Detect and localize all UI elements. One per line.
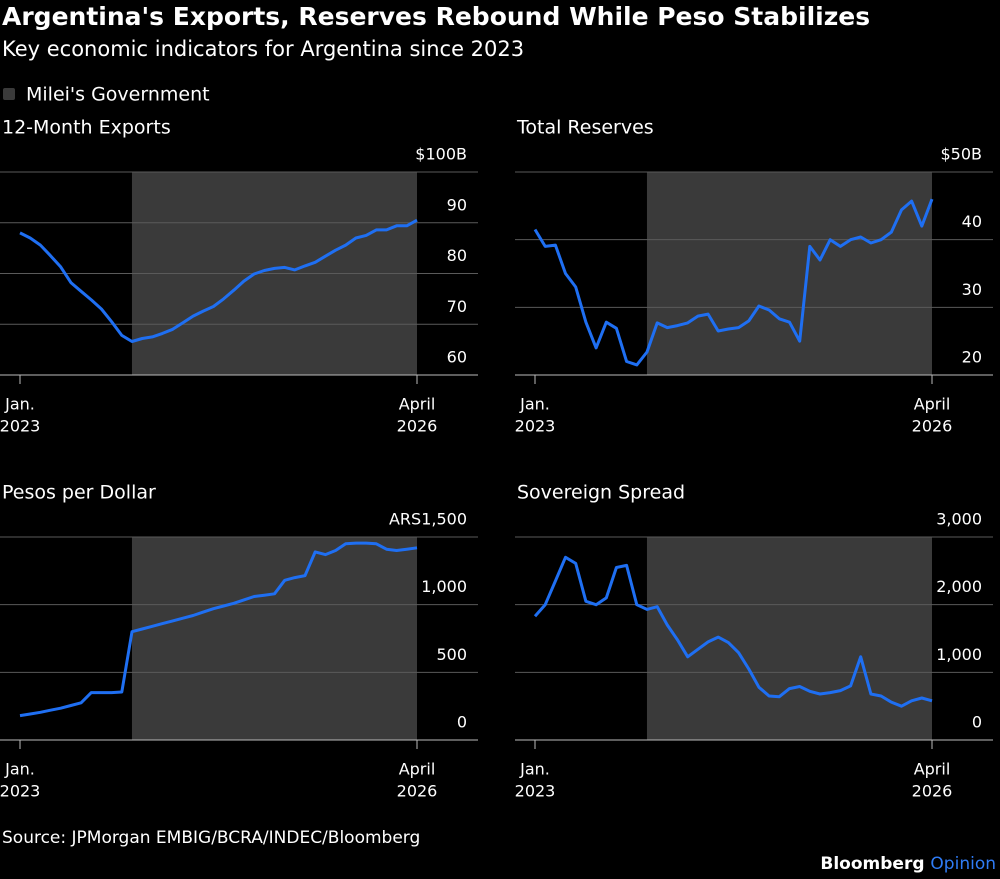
brand: Bloomberg Opinion (820, 854, 996, 874)
x-tick-label: April (399, 760, 436, 779)
legend-label: Milei's Government (26, 84, 210, 106)
y-tick-label: 60 (447, 348, 467, 367)
chart-title: Argentina's Exports, Reserves Rebound Wh… (2, 2, 870, 31)
y-tick-label: 0 (457, 713, 467, 732)
series-line (19, 218, 418, 343)
x-tick-label: Jan. (519, 760, 550, 779)
x-tick-label: April (399, 395, 436, 414)
government-shade (646, 172, 932, 375)
y-tick-label: 70 (447, 297, 467, 316)
x-tick-label: 2026 (397, 417, 438, 436)
government-shade (131, 537, 417, 740)
y-tick-label: 3,000 (936, 510, 982, 529)
y-tick-label: 20 (962, 348, 982, 367)
brand-opinion: Opinion (930, 854, 996, 874)
y-tick-label: 40 (962, 212, 982, 231)
panel-title: Pesos per Dollar (2, 482, 156, 504)
y-tick-label: 2,000 (936, 577, 982, 596)
x-tick-label: Jan. (4, 760, 35, 779)
series-line (533, 555, 933, 708)
y-tick-label: ARS1,500 (389, 510, 467, 529)
panel-title: Sovereign Spread (517, 482, 685, 504)
x-tick-label: April (914, 395, 951, 414)
chart-subtitle: Key economic indicators for Argentina si… (2, 37, 524, 61)
x-tick-label: 2026 (912, 782, 953, 801)
brand-name: Bloomberg (820, 854, 924, 874)
x-tick-label: 2026 (397, 782, 438, 801)
x-tick-label: April (914, 760, 951, 779)
x-tick-label: 2023 (515, 417, 556, 436)
y-tick-label: 0 (972, 713, 982, 732)
source: Source: JPMorgan EMBIG/BCRA/INDEC/Bloomb… (2, 828, 420, 848)
x-tick-label: Jan. (4, 395, 35, 414)
y-tick-label: 1,000 (421, 577, 467, 596)
y-tick-label: 30 (962, 280, 982, 299)
x-tick-label: 2023 (0, 782, 40, 801)
x-tick-label: 2023 (515, 782, 556, 801)
x-tick-label: Jan. (519, 395, 550, 414)
y-tick-label: 90 (447, 195, 467, 214)
y-tick-label: 80 (447, 246, 467, 265)
y-tick-label: $100B (415, 145, 467, 164)
legend-swatch (3, 88, 15, 100)
y-tick-label: $50B (940, 145, 982, 164)
x-tick-label: 2026 (912, 417, 953, 436)
series-line (533, 198, 934, 367)
panel-title: 12-Month Exports (2, 117, 171, 139)
series-line (19, 541, 418, 718)
x-tick-label: 2023 (0, 417, 40, 436)
y-tick-label: 1,000 (936, 645, 982, 664)
panel-title: Total Reserves (516, 117, 654, 139)
government-shade (646, 537, 932, 740)
y-tick-label: 500 (436, 645, 467, 664)
